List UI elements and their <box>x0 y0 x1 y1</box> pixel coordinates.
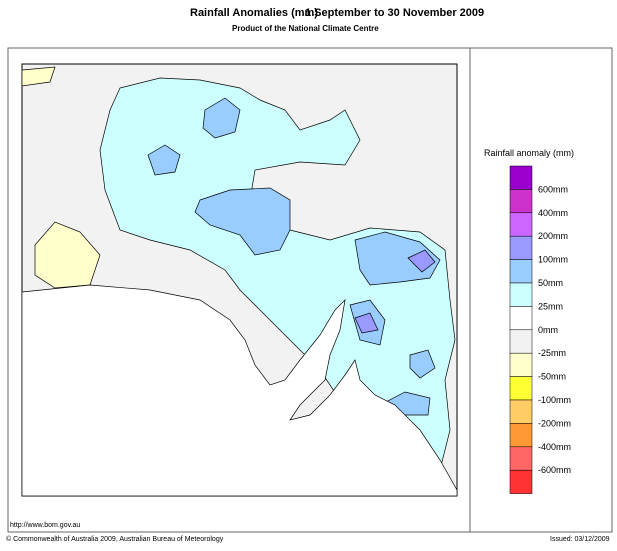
legend-swatch <box>509 376 533 401</box>
footer-url: http://www.bom.gov.au <box>10 522 80 529</box>
legend-swatch <box>509 329 533 354</box>
legend-label: 25mm <box>538 301 563 311</box>
legend-swatch <box>509 165 533 190</box>
region-25 <box>99 77 456 486</box>
legend-swatch <box>509 352 533 377</box>
region-50 <box>147 144 181 176</box>
legend-label: -600mm <box>538 465 571 475</box>
title: Rainfall Anomalies (mm) <box>190 7 318 19</box>
legend-swatch <box>509 399 533 424</box>
legend-label: 0mm <box>538 325 558 335</box>
legend-swatch <box>509 423 533 448</box>
legend-label: 200mm <box>538 231 568 241</box>
legend-label: -50mm <box>538 372 566 382</box>
legend-swatch <box>509 446 533 471</box>
region-minus-25 <box>34 221 101 289</box>
legend-label: 50mm <box>538 278 563 288</box>
legend-swatch <box>509 306 533 331</box>
region-50 <box>194 187 291 256</box>
region-100 <box>354 312 379 334</box>
subtitle: Product of the National Climate Centre <box>232 24 379 33</box>
legend-swatch <box>509 282 533 307</box>
region-50 <box>354 231 441 286</box>
legend-swatch <box>509 235 533 260</box>
legend-title: Rainfall anomaly (mm) <box>484 148 574 158</box>
legend-label: -400mm <box>538 442 571 452</box>
footer-copyright: © Commonwealth of Australia 2009, Austra… <box>6 535 224 543</box>
region-100 <box>407 249 436 273</box>
legend-label: 400mm <box>538 208 568 218</box>
legend: 600mm 400mm 200mm 100mm 50mm 25mm 0mm -25mm -50m… <box>509 165 571 494</box>
frame <box>7 47 613 533</box>
legend-label: 600mm <box>538 184 568 194</box>
legend-swatch <box>509 469 533 494</box>
footer-issued: Issued: 03/12/2009 <box>550 536 610 543</box>
legend-label: -200mm <box>538 418 571 428</box>
period: 1 September to 30 November 2009 <box>305 7 484 19</box>
legend-label: -25mm <box>538 348 566 358</box>
map <box>21 63 458 497</box>
legend-label: 100mm <box>538 255 568 265</box>
legend-swatch <box>509 189 533 214</box>
region-50 <box>409 349 436 379</box>
region-50 <box>202 97 241 139</box>
region-minus-25 <box>21 66 56 87</box>
ocean <box>21 284 458 497</box>
legend-swatch <box>509 259 533 284</box>
legend-label: -100mm <box>538 395 571 405</box>
legend-swatch <box>509 212 533 237</box>
